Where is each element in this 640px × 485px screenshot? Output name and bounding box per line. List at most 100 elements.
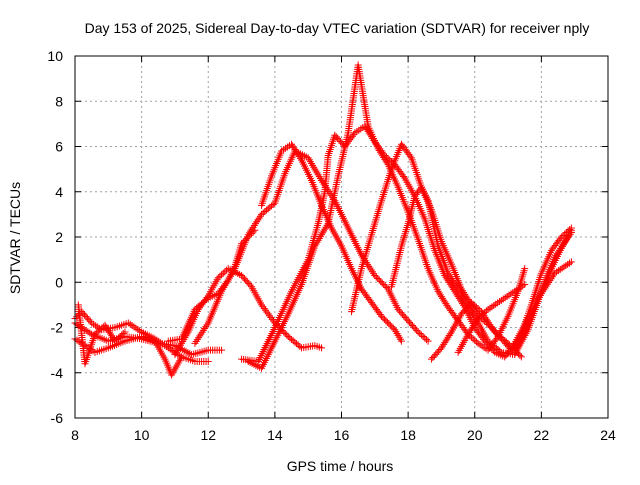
data-point <box>251 226 259 234</box>
data-point <box>266 312 274 320</box>
data-point <box>379 314 387 322</box>
data-point <box>471 336 479 344</box>
data-point <box>466 307 474 315</box>
data-point <box>377 312 385 320</box>
series-arc-15 <box>511 226 575 354</box>
x-tick-label: 8 <box>71 427 79 443</box>
data-point <box>396 307 404 315</box>
data-point <box>378 279 386 287</box>
data-point <box>204 357 212 365</box>
y-tick-label: 0 <box>55 274 63 290</box>
data-point <box>109 334 117 342</box>
data-point <box>380 315 388 323</box>
data-point <box>350 131 358 139</box>
data-point <box>471 320 479 328</box>
data-point <box>383 318 391 326</box>
data-point <box>465 329 473 337</box>
data-point <box>374 145 382 153</box>
data-point <box>463 303 471 311</box>
data-point <box>242 276 250 284</box>
data-point <box>86 317 94 325</box>
data-point <box>559 231 567 239</box>
data-point <box>514 350 522 358</box>
data-point <box>382 317 390 325</box>
data-point <box>96 326 104 334</box>
plot-frame <box>74 55 609 419</box>
x-tick-label: 12 <box>200 427 216 443</box>
data-point <box>467 308 475 316</box>
data-point <box>94 327 102 335</box>
y-tick-label: 6 <box>55 139 63 155</box>
data-point <box>467 325 475 333</box>
data-point <box>385 320 393 328</box>
x-tick-label: 22 <box>534 427 550 443</box>
data-point <box>334 134 342 142</box>
data-point <box>521 265 529 273</box>
data-point <box>469 335 477 343</box>
data-point <box>469 300 477 308</box>
data-point <box>108 332 116 340</box>
data-point <box>462 305 470 313</box>
x-tick-label: 16 <box>334 427 350 443</box>
data-point <box>450 278 458 286</box>
data-point <box>440 340 448 348</box>
data-point <box>331 131 339 139</box>
data-point <box>406 318 414 326</box>
data-point <box>482 307 490 315</box>
data-point <box>476 313 484 321</box>
data-point <box>439 342 447 350</box>
y-axis-label: SDTVAR / TECUs <box>7 182 23 294</box>
data-point <box>477 311 485 319</box>
data-point <box>441 339 449 347</box>
data-point <box>114 334 122 342</box>
data-point <box>430 352 438 360</box>
data-point <box>383 159 391 167</box>
data-point <box>502 338 510 346</box>
data-point <box>451 280 459 288</box>
data-point <box>567 226 575 234</box>
data-point <box>467 299 475 307</box>
data-point <box>98 324 106 332</box>
data-point <box>481 308 489 316</box>
data-point <box>383 284 391 292</box>
data-point <box>474 314 482 322</box>
data-point <box>318 344 326 352</box>
data-point <box>436 291 444 299</box>
data-point <box>470 321 478 329</box>
data-point <box>443 335 451 343</box>
data-point <box>246 281 254 289</box>
data-point <box>259 303 267 311</box>
data-point <box>296 154 304 162</box>
data-point <box>433 349 441 357</box>
data-point <box>104 327 112 335</box>
data-point <box>496 347 504 355</box>
data-point <box>517 353 525 361</box>
data-point <box>221 268 229 276</box>
x-axis-label: GPS time / hours <box>287 458 394 474</box>
data-point <box>441 298 449 306</box>
data-point <box>386 321 394 329</box>
data-point <box>216 272 224 280</box>
y-tick-label: 4 <box>55 184 63 200</box>
data-point <box>445 271 453 279</box>
data-point <box>442 337 450 345</box>
y-tick-label: -6 <box>51 410 64 426</box>
data-point <box>382 157 390 165</box>
data-point <box>81 311 89 319</box>
data-point <box>419 333 427 341</box>
data-point <box>452 282 460 290</box>
data-point <box>472 318 480 326</box>
data-point <box>413 326 421 334</box>
data-point <box>427 355 435 363</box>
data-point <box>218 271 226 279</box>
data-point <box>449 276 457 284</box>
x-tick-label: 14 <box>267 427 283 443</box>
data-point <box>332 133 340 141</box>
data-point <box>404 317 412 325</box>
data-point <box>446 330 454 338</box>
data-point <box>102 323 110 331</box>
data-point <box>442 300 450 308</box>
data-point <box>454 293 462 301</box>
